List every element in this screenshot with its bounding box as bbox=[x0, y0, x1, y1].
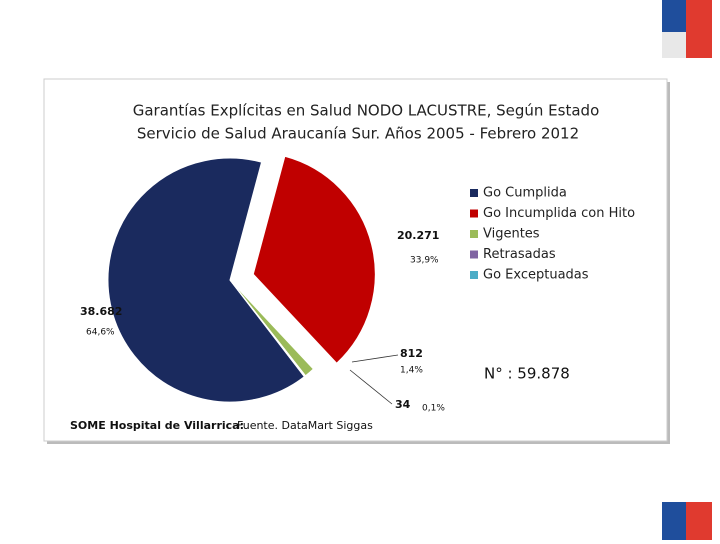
legend-swatch bbox=[470, 230, 478, 238]
value-label: 20.271 bbox=[397, 229, 439, 242]
source-bold: SOME Hospital de Villarrica: bbox=[70, 419, 244, 432]
legend-swatch bbox=[470, 271, 478, 279]
legend-label: Go Incumplida con Hito bbox=[483, 206, 635, 221]
legend-swatch bbox=[470, 250, 478, 259]
slice bbox=[107, 157, 306, 403]
legend-label: Retrasadas bbox=[483, 247, 556, 262]
chart-title: Garantías Explícitas en Salud NODO LACUS… bbox=[133, 102, 600, 120]
value-label: 34 bbox=[395, 398, 411, 411]
legend-label: Vigentes bbox=[483, 227, 540, 242]
slice bbox=[252, 155, 376, 364]
percent-label: 33,9% bbox=[410, 256, 439, 266]
flag-red bbox=[686, 0, 712, 58]
leader-line bbox=[349, 369, 393, 405]
percent-label: 64,6% bbox=[86, 328, 115, 338]
legend-swatch bbox=[470, 209, 478, 218]
flag-white bbox=[662, 32, 686, 58]
source: Fuente. DataMart Siggas bbox=[237, 419, 373, 432]
legend-label: Go Cumplida bbox=[483, 186, 567, 201]
value-label: 38.682 bbox=[80, 305, 122, 318]
leader-line bbox=[351, 354, 399, 363]
flag-blue bbox=[662, 502, 686, 540]
flag-blue bbox=[662, 0, 686, 32]
flag-red bbox=[686, 502, 712, 540]
total: N° : 59.878 bbox=[484, 365, 570, 383]
chart-subtitle: Servicio de Salud Araucanía Sur. Años 20… bbox=[137, 125, 579, 143]
percent-label: 1,4% bbox=[400, 366, 423, 376]
slice bbox=[229, 279, 306, 378]
value-label: 812 bbox=[400, 347, 423, 360]
legend-swatch bbox=[470, 189, 478, 197]
legend-label: Go Exceptuadas bbox=[483, 268, 589, 283]
percent-label: 0,1% bbox=[422, 404, 445, 414]
